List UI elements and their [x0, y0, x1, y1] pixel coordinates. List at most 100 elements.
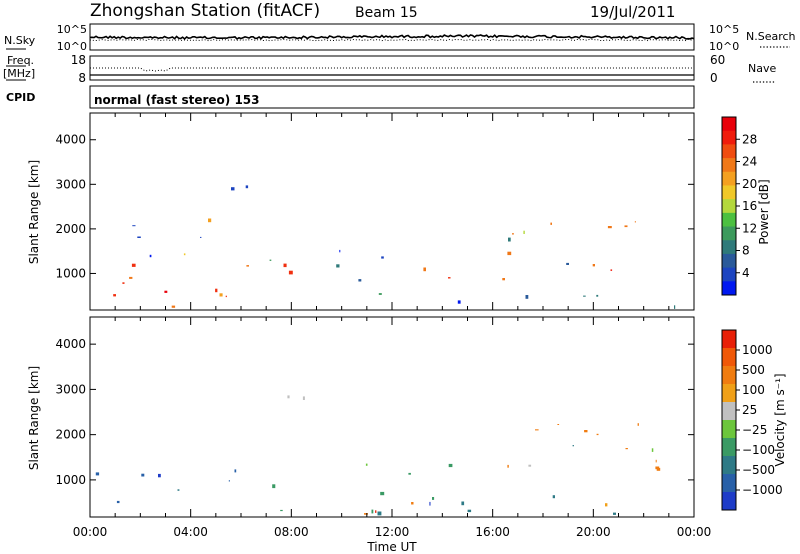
- velocity-scatter-cell: [141, 473, 145, 477]
- power-scatter-cell: [525, 295, 529, 299]
- noise-panel: N.Sky 10^5 10^0 10^5 10^0 N.Search: [4, 23, 796, 53]
- power-scatter-cell: [336, 264, 340, 268]
- power-scatter-cell: [122, 282, 125, 284]
- power-scatter-cell: [457, 300, 461, 304]
- velocity-scatter-cell: [557, 424, 560, 425]
- power-colorbar-label: Power [dB]: [757, 179, 771, 244]
- velocity-scatter-cell: [656, 467, 661, 471]
- power-scatter-cell: [583, 295, 586, 297]
- power-colorbar-tick-label: 4: [742, 266, 750, 280]
- power-scatter-cell: [378, 293, 382, 295]
- velocity-colorbar-segment: [722, 384, 736, 403]
- power-colorbar-tick-label: 20: [742, 177, 757, 191]
- power-colorbar-segment: [722, 253, 736, 269]
- power-colorbar-segment: [722, 226, 736, 241]
- station-title: Zhongshan Station (fitACF): [90, 1, 320, 21]
- velocity-ytick-label: 3000: [55, 382, 86, 396]
- power-scatter-cell: [502, 278, 505, 281]
- power-scatter-cell: [283, 263, 287, 268]
- power-colorbar-segment: [722, 144, 736, 159]
- time-xtick-label: 00:00: [73, 525, 108, 539]
- power-colorbar-segment: [722, 240, 736, 255]
- power-scatter-cell: [624, 225, 628, 228]
- velocity-scatter-cell: [287, 395, 290, 399]
- power-scatter-cell: [129, 276, 133, 279]
- velocity-scatter-cell: [177, 489, 180, 491]
- power-scatter-cell: [523, 230, 525, 234]
- velocity-colorbar-segment: [722, 474, 736, 493]
- power-scatter-cell: [423, 267, 426, 272]
- velocity-scatter-cell: [365, 463, 368, 466]
- power-scatter-cell: [634, 221, 636, 223]
- power-scatter-cell: [164, 290, 168, 293]
- velocity-scatter-cell: [380, 491, 385, 496]
- power-colorbar: 4 8 12 16 20 24 28: [721, 116, 757, 296]
- velocity-scatter-cell: [605, 503, 608, 507]
- power-panel: 1000 2000 3000 4000 Slant Range [km] 4 8 12 16…: [27, 112, 771, 311]
- velocity-scatter-cell: [651, 448, 654, 452]
- power-scatter-cell: [381, 256, 384, 259]
- time-xtick-label: 20:00: [576, 525, 611, 539]
- power-scatter-cell: [132, 225, 136, 227]
- velocity-scatter-cell: [572, 445, 574, 447]
- power-colorbar-segment: [722, 267, 736, 282]
- velocity-ytick-label: 4000: [55, 337, 86, 351]
- freq-unit-label: [MHz]: [3, 67, 35, 80]
- power-scatter-cell: [137, 236, 141, 238]
- power-scatter-cell: [246, 265, 249, 267]
- velocity-colorbar-tick-label: −1000: [742, 483, 783, 497]
- velocity-colorbar-tick-label: −100: [742, 443, 775, 457]
- velocity-scatter-cell: [375, 510, 377, 513]
- power-colorbar-tick-label: 28: [742, 132, 757, 146]
- power-scatter-cell: [596, 294, 599, 297]
- nave-series-line: [90, 67, 694, 72]
- velocity-scatter-cell: [116, 500, 120, 504]
- power-scatter-cell: [171, 305, 176, 308]
- power-colorbar-tick-label: 16: [742, 199, 757, 213]
- power-scatter-cell: [215, 288, 218, 293]
- power-scatter-cell: [512, 233, 514, 235]
- time-xtick-label: 00:00: [677, 525, 712, 539]
- velocity-colorbar-tick-label: 25: [742, 403, 757, 417]
- velocity-colorbar-segment: [722, 330, 736, 349]
- power-colorbar-segment: [722, 281, 736, 296]
- velocity-ylabel: Slant Range [km]: [27, 366, 41, 470]
- power-colorbar-segment: [722, 212, 736, 228]
- power-scatter-cell: [550, 222, 552, 225]
- time-xtick-label: 12:00: [375, 525, 410, 539]
- power-colorbar-segment: [722, 171, 736, 186]
- power-ytick-label: 2000: [55, 222, 86, 236]
- velocity-scatter-cell: [364, 513, 368, 515]
- freq-left-tick-top: 18: [71, 53, 86, 67]
- power-ylabel: Slant Range [km]: [27, 160, 41, 264]
- freq-label: Freq.: [7, 54, 34, 67]
- power-scatter-cell: [507, 251, 512, 256]
- velocity-scatter-cell: [552, 495, 555, 499]
- power-ytick-label: 4000: [55, 133, 86, 147]
- nave-right-tick-top: 60: [710, 53, 725, 67]
- power-scatter-cell: [269, 259, 272, 261]
- velocity-scatter-cell: [596, 433, 599, 436]
- date-label: 19/Jul/2011: [590, 3, 675, 21]
- power-scatter-cell: [448, 277, 451, 279]
- time-xtick-label: 08:00: [274, 525, 309, 539]
- power-colorbar-segment: [722, 185, 736, 200]
- time-xtick-label: 16:00: [475, 525, 510, 539]
- velocity-scatter-cell: [535, 429, 539, 431]
- velocity-scatter-cell: [377, 511, 382, 516]
- velocity-scatter-cell: [613, 512, 616, 515]
- velocity-colorbar-segment: [722, 456, 736, 475]
- power-colorbar-segment: [722, 199, 736, 214]
- velocity-scatter-cell: [507, 464, 509, 468]
- beam-label: Beam 15: [355, 5, 418, 21]
- velocity-data-layer: [95, 395, 661, 516]
- velocity-scatter-cell: [584, 430, 588, 433]
- power-scatter-cell: [183, 253, 186, 256]
- power-scatter-cell: [508, 237, 511, 242]
- velocity-scatter-cell: [655, 459, 657, 463]
- velocity-ytick-label: 1000: [55, 473, 86, 487]
- velocity-scatter-cell: [467, 509, 472, 513]
- nsearch-label: N.Search: [746, 30, 796, 43]
- velocity-colorbar-segment: [722, 438, 736, 457]
